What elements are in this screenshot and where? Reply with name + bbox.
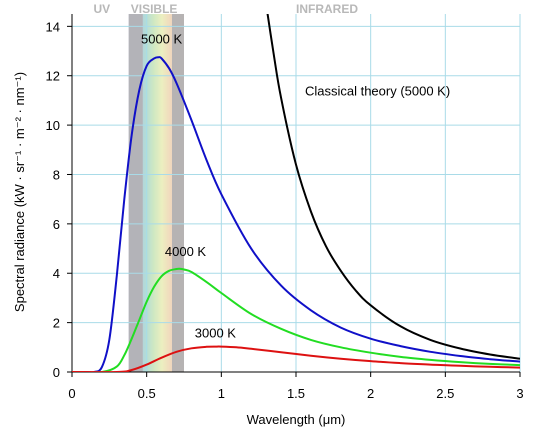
y-tick-label-1: 2 <box>53 316 60 331</box>
x-tick-label-1: 0.5 <box>138 386 156 401</box>
grid-lines <box>72 14 521 372</box>
x-tick-label-5: 2.5 <box>436 386 454 401</box>
y-tick-label-2: 4 <box>53 266 60 281</box>
series-layer <box>72 14 520 372</box>
spectrum-bands <box>128 14 184 372</box>
x-tick-label-2: 1 <box>218 386 225 401</box>
series-line-5000-k <box>72 56 520 372</box>
region-label-visible: VISIBLE <box>131 2 178 16</box>
y-tick-label-7: 14 <box>46 19 60 34</box>
annotation-5000-k: 5000 K <box>141 32 183 47</box>
x-tick-label-4: 2 <box>367 386 374 401</box>
y-tick-label-6: 12 <box>46 69 60 84</box>
visible-band-left-edge <box>128 14 143 372</box>
series-line-3000-k <box>72 345 520 372</box>
x-axis-title: Wavelength (μm) <box>247 412 346 427</box>
visible-band-right-edge <box>172 14 184 372</box>
x-tick-label-3: 1.5 <box>287 386 305 401</box>
x-tick-label-0: 0 <box>68 386 75 401</box>
annotation-4000-k: 4000 K <box>165 244 207 259</box>
series-line-4000-k <box>72 267 520 372</box>
y-axis-title: Spectral radiance (kW · sr⁻¹ · m⁻² · nm⁻… <box>12 72 27 312</box>
axes: 0 0.5 1 1.5 2 2.5 3 0 2 4 6 8 10 12 14 <box>46 14 524 401</box>
annotation-3000-k: 3000 K <box>195 325 237 340</box>
labels-layer: UV VISIBLE INFRARED 5000 K 4000 K 3000 K Class… <box>94 2 451 340</box>
series-line-classical-theory-5000-k <box>266 14 520 360</box>
annotation-classical-theory-5000-k: Classical theory (5000 K) <box>305 83 450 98</box>
y-tick-label-4: 8 <box>53 167 60 182</box>
region-label-uv: UV <box>94 2 111 16</box>
x-tick-label-6: 3 <box>516 386 523 401</box>
y-tick-label-3: 6 <box>53 217 60 232</box>
y-tick-label-0: 0 <box>53 365 60 380</box>
region-label-infrared: INFRARED <box>296 2 358 16</box>
y-tick-label-5: 10 <box>46 118 60 133</box>
